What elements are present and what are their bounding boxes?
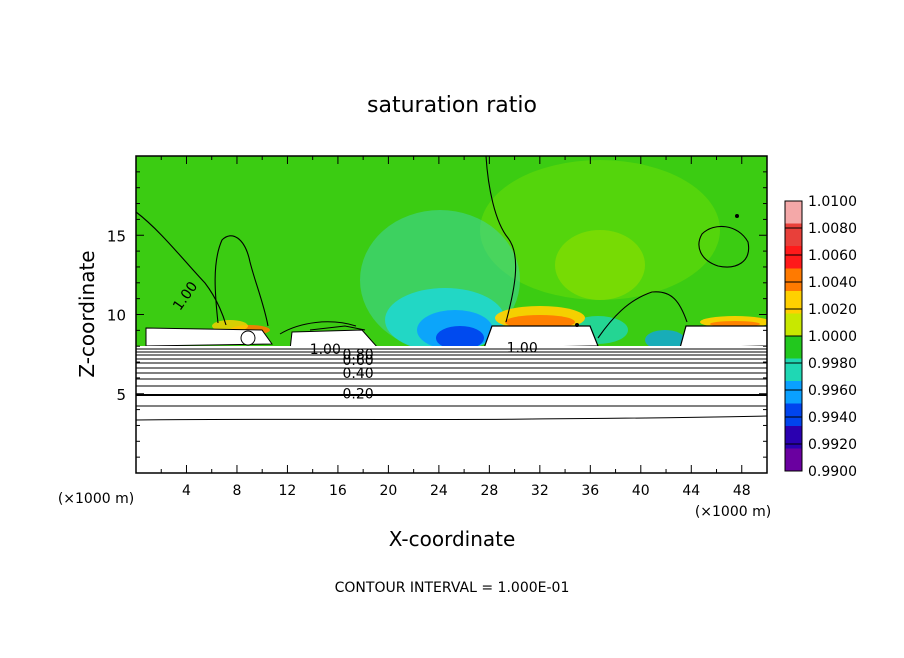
x-tick-label: 32 — [531, 483, 549, 499]
x-axis: 4 8 12 16 20 24 28 32 36 40 44 48 — [160, 156, 751, 499]
x-tick-label: 16 — [329, 483, 347, 499]
colorbar-segment — [785, 246, 802, 269]
contour-label: 0.60 — [343, 353, 374, 369]
colorbar-segment — [785, 336, 802, 359]
colorbar-segment — [785, 201, 802, 224]
contour-interval-footer: CONTOUR INTERVAL = 1.000E-01 — [335, 580, 570, 596]
y-tick-label: 10 — [107, 307, 126, 325]
colorbar-label: 1.0080 — [808, 221, 857, 237]
colorbar-label: 1.0100 — [808, 194, 857, 210]
contour-label: 0.20 — [343, 387, 374, 403]
x-tick-label: 36 — [581, 483, 599, 499]
x-tick-label: 8 — [232, 483, 241, 499]
y-tick-label: 5 — [116, 386, 126, 404]
colorbar-label: 1.0020 — [808, 302, 857, 318]
colorbar-segment — [785, 426, 802, 449]
colorbar-label: 0.9920 — [808, 437, 857, 453]
x-unit-right: (×1000 m) — [695, 504, 771, 520]
colorbar-segment — [785, 223, 802, 247]
contour-label: 0.40 — [343, 366, 374, 382]
y-axis-label: Z-coordinate — [75, 250, 99, 377]
y-axis: 5 10 15 — [107, 171, 767, 458]
contour-label: 1.00 — [310, 342, 341, 358]
colorbar-label: 1.0060 — [808, 248, 857, 264]
colorbar-segment — [785, 381, 802, 404]
colorbar-label: 0.9960 — [808, 383, 857, 399]
colorbar-segment — [785, 403, 802, 427]
colorbar-segment — [785, 358, 802, 382]
x-unit-left: (×1000 m) — [58, 491, 134, 507]
colorbar-label: 1.0000 — [808, 329, 857, 345]
x-tick-label: 20 — [379, 483, 397, 499]
x-tick-label: 48 — [733, 483, 751, 499]
x-tick-label: 28 — [480, 483, 498, 499]
colorbar-label: 0.9980 — [808, 356, 857, 372]
colorbar-label: 1.0040 — [808, 275, 857, 291]
x-tick-label: 44 — [682, 483, 700, 499]
plot-field — [136, 156, 767, 473]
colorbar-segment — [785, 268, 802, 292]
x-tick-label: 12 — [279, 483, 297, 499]
colorbar-segment — [785, 291, 802, 314]
colorbar-segment — [785, 448, 802, 472]
colorbar-label: 0.9900 — [808, 464, 857, 480]
contour-label: 0.80 — [343, 347, 374, 363]
y-tick-label: 15 — [107, 227, 126, 245]
colorbar: 1.0100 1.0080 1.0060 1.0040 1.0020 1.0000 0.99… — [784, 194, 857, 480]
chart-title: saturation ratio — [367, 93, 537, 118]
x-tick-label: 40 — [632, 483, 650, 499]
x-axis-label: X-coordinate — [389, 527, 516, 551]
contour-label: 1.00 — [507, 341, 538, 357]
colorbar-segment — [785, 313, 802, 337]
x-tick-label: 24 — [430, 483, 448, 499]
colorbar-label: 0.9940 — [808, 410, 857, 426]
x-tick-label: 4 — [182, 483, 191, 499]
